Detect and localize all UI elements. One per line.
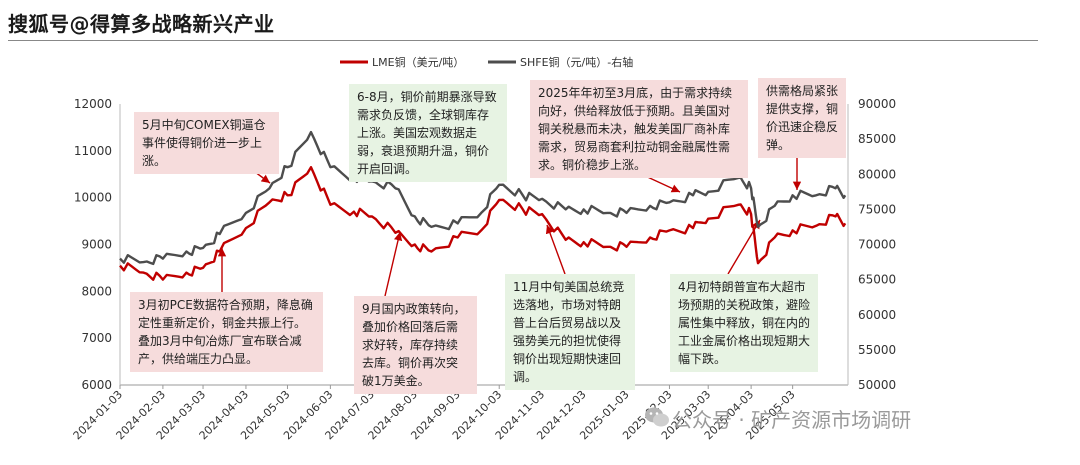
y-left-tick-label: 11000 xyxy=(74,144,112,158)
lme-series-line xyxy=(119,166,847,281)
y-left-tick-label: 8000 xyxy=(81,284,112,298)
shfe-series-line xyxy=(119,130,847,266)
y-left-tick-label: 12000 xyxy=(74,97,112,111)
annotation-september-policy: 9月国内政策转向，叠加价格回落后需求好转，库存持续去库。铜价再次突破1万美金。 xyxy=(354,296,477,394)
annotation-2025-q1-rise: 2025年年初至3月底，由于需求持续向好，供给释放低于预期。且美国对铜关税悬而未… xyxy=(530,80,748,178)
annotation-arrow xyxy=(384,231,403,297)
wechat-icon xyxy=(645,407,669,427)
annotation-comex-squeeze: 5月中旬COMEX铜逼仓事件使得铜价进一步上涨。 xyxy=(134,112,279,174)
annotation-april-tariff: 4月初特朗普宣布大超市场预期的关税政策，避险属性集中释放，铜在内的工业金属价格出… xyxy=(670,274,818,372)
y-right-tick-label: 60000 xyxy=(858,308,896,322)
title-rule xyxy=(8,40,1038,41)
annotation-november-election: 11月中旬美国总统竞选落地，市场对特朗普上台后贸易战以及强势美元的担忧使得铜价出… xyxy=(505,274,635,390)
y-right-tick-label: 50000 xyxy=(858,378,896,392)
y-left-tick-label: 6000 xyxy=(81,378,112,392)
annotation-arrow xyxy=(545,224,566,275)
legend-lme-label: LME铜（美元/吨） xyxy=(372,55,464,69)
page-title: 搜狐号@得算多战略新兴产业 xyxy=(8,12,275,36)
annotation-jun-aug-pullback: 6-8月，铜价前期暴涨导致需求负反馈，全球铜库存上涨。美国宏观数据走弱，衰退预期… xyxy=(349,84,507,182)
y-left-tick-label: 9000 xyxy=(81,238,112,252)
y-right-tick-label: 80000 xyxy=(858,167,896,181)
y-left-tick-label: 7000 xyxy=(81,331,112,345)
y-right-tick-label: 55000 xyxy=(858,343,896,357)
y-right-tick-label: 70000 xyxy=(858,238,896,252)
y-right-tick-label: 90000 xyxy=(858,97,896,111)
y-right-tick-label: 65000 xyxy=(858,273,896,287)
watermark-text: 公众号 · 矿产资源市场调研 xyxy=(672,408,912,432)
annotation-march-pce: 3月初PCE数据符合预期，降息确定性重新定价，铜金共振上行。叠加3月中旬冶炼厂宣… xyxy=(130,292,323,372)
y-right-tick-label: 85000 xyxy=(858,132,896,146)
legend: LME铜（美元/吨） SHFE铜（元/吨）-右轴 xyxy=(340,55,633,69)
annotation-rebound: 供需格局紧张提供支撑，铜价迅速企稳反弹。 xyxy=(758,78,846,158)
legend-shfe-label: SHFE铜（元/吨）-右轴 xyxy=(520,55,633,69)
y-left-tick-label: 10000 xyxy=(74,191,112,205)
y-right-tick-label: 75000 xyxy=(858,202,896,216)
